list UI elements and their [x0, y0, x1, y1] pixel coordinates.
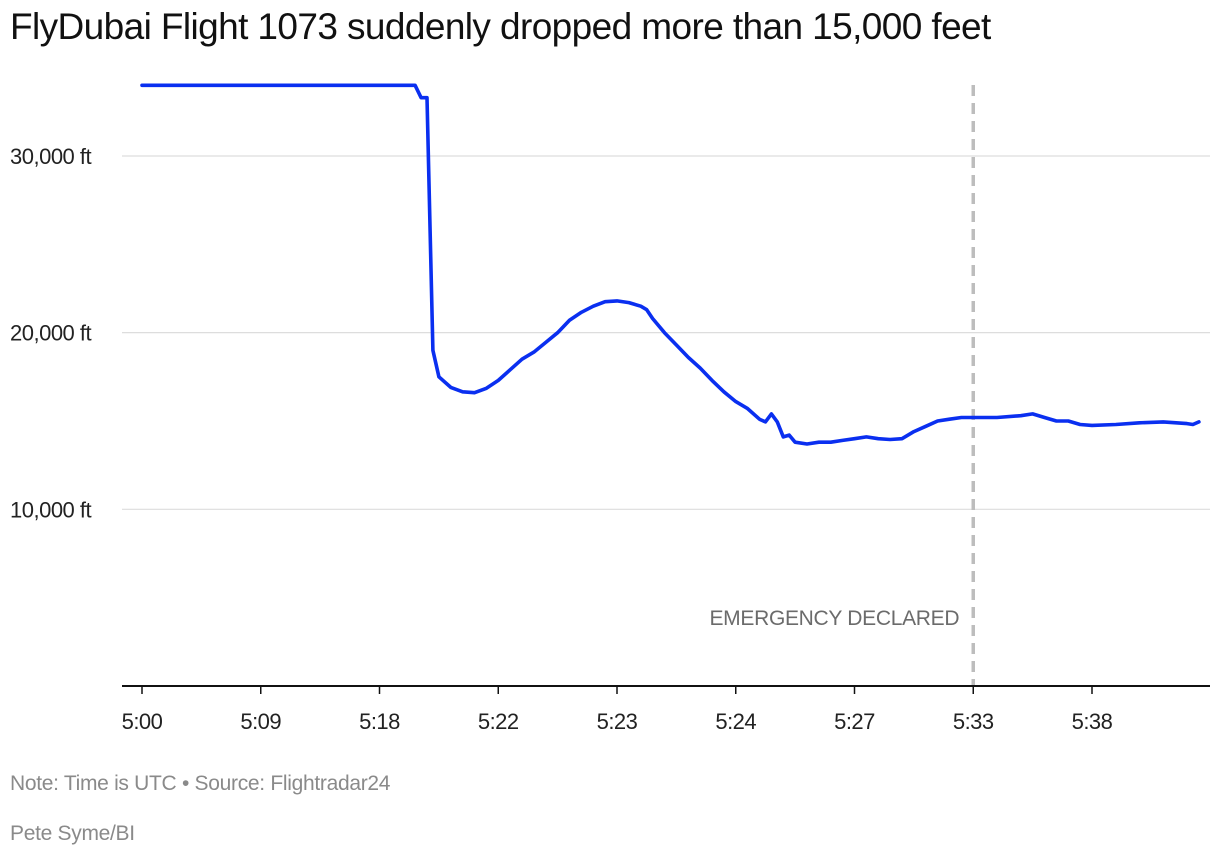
emergency-marker: EMERGENCY DECLARED: [709, 85, 975, 686]
x-tick-label-6: 5:27: [834, 709, 875, 734]
y-tick-label-2: 30,000 ft: [10, 144, 92, 169]
x-tick-label-1: 5:09: [240, 709, 281, 734]
y-tick-label-0: 10,000 ft: [10, 497, 92, 522]
x-axis: 5:00 5:09 5:18 5:22 5:23 5:24 5:27 5:33 5:38: [122, 685, 1210, 734]
x-tick-label-0: 5:00: [122, 709, 163, 734]
y-axis-tick-labels: 10,000 ft 20,000 ft 30,000 ft: [10, 144, 92, 522]
x-tick-label-5: 5:24: [715, 709, 756, 734]
source-note: Note: Time is UTC • Source: Flightradar2…: [10, 772, 391, 795]
chart-title: FlyDubai Flight 1073 suddenly dropped mo…: [10, 6, 991, 47]
x-tick-label-7: 5:33: [953, 709, 994, 734]
x-tick-label-4: 5:23: [597, 709, 638, 734]
x-tick-label-2: 5:18: [359, 709, 400, 734]
altitude-series: [140, 83, 1201, 446]
x-tick-label-8: 5:38: [1072, 709, 1113, 734]
x-tick-label-3: 5:22: [478, 709, 519, 734]
y-tick-label-1: 20,000 ft: [10, 321, 92, 346]
altitude-line-0: [140, 83, 1201, 446]
author-credit: Pete Syme/BI: [10, 822, 135, 845]
emergency-label: EMERGENCY DECLARED: [709, 607, 959, 630]
